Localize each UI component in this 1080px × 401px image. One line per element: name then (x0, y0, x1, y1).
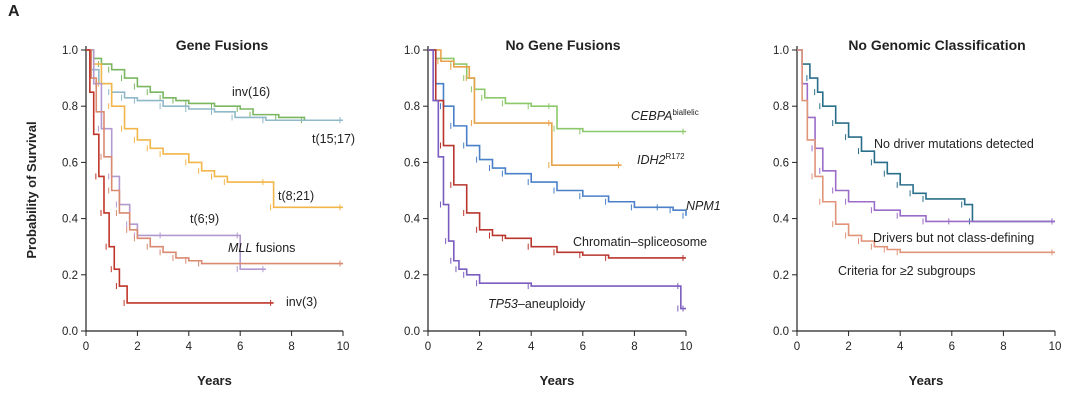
y-tick-label: 0.6 (62, 157, 78, 169)
chart-title: No Genomic Classification (848, 37, 1025, 53)
y-tick-label: 0.8 (62, 101, 78, 113)
x-tick-label: 6 (237, 341, 243, 353)
curve-label: IDH2R172 (637, 152, 685, 167)
y-tick-label: 1.0 (773, 45, 789, 57)
x-axis-label: Years (540, 373, 575, 388)
curve-label: t(15;17) (312, 132, 355, 146)
y-axis-label: Probability of Survival (24, 121, 39, 258)
curve-label: Criteria for ≥2 subgroups (838, 264, 975, 278)
x-tick-label: 4 (528, 341, 535, 353)
x-axis-label: Years (909, 373, 944, 388)
curve-label: No driver mutations detected (874, 137, 1034, 151)
x-tick-label: 10 (1049, 341, 1062, 353)
y-tick-label: 0.4 (404, 214, 421, 226)
curve-label: inv(3) (286, 295, 317, 309)
curve-label: t(8;21) (278, 189, 314, 203)
y-tick-label: 0.0 (773, 326, 789, 338)
series-line-1 (86, 49, 343, 122)
series-line-4 (428, 49, 686, 259)
chart-title: Gene Fusions (176, 37, 269, 53)
y-tick-label: 0.4 (62, 214, 79, 226)
series-line-1 (797, 49, 1055, 223)
x-axis-label: Years (197, 373, 232, 388)
series-line-5 (86, 49, 343, 265)
x-tick-label: 2 (476, 341, 482, 353)
km-panel-2: No Gene Fusions 0.0 0.2 0.4 0.6 0.8 1.0 0 2 4 6 8 10… (404, 37, 692, 388)
x-tick-label: 0 (83, 341, 89, 353)
series-line-3 (797, 49, 1055, 254)
km-panel-3: No Genomic Classification 0.0 0.2 0.4 0.6 0.8… (773, 37, 1061, 388)
x-tick-label: 4 (897, 341, 904, 353)
curve-label: t(6;9) (190, 212, 219, 226)
y-tick-label: 0.8 (773, 101, 789, 113)
series-line-6 (86, 49, 274, 304)
series-line-3 (86, 49, 343, 209)
series-line-3 (428, 49, 687, 216)
curve-label: Chromatin–spliceosome (573, 235, 707, 249)
curve-label: CEBPAbiallelic (631, 108, 699, 123)
y-tick-label: 0.0 (404, 326, 420, 338)
x-tick-label: 10 (337, 341, 350, 353)
x-tick-label: 6 (580, 341, 586, 353)
x-tick-label: 4 (186, 341, 193, 353)
series-line-2 (797, 49, 1055, 223)
y-tick-label: 0.4 (773, 214, 790, 226)
x-tick-label: 8 (1000, 341, 1006, 353)
y-tick-label: 0.0 (62, 326, 78, 338)
curve-label: NPM1 (686, 199, 721, 213)
y-tick-label: 1.0 (404, 45, 420, 57)
y-tick-label: 0.2 (404, 270, 420, 282)
y-tick-label: 0.8 (404, 101, 420, 113)
chart-title: No Gene Fusions (505, 37, 620, 53)
curve-label: TP53–aneuploidy (488, 297, 586, 311)
y-tick-label: 0.6 (404, 157, 420, 169)
panel-letter: A (8, 3, 20, 20)
km-panel-1: Gene Fusions 0.0 0.2 0.4 0.6 0.8 1.0 0 2 4 6 8 10 Yea… (62, 37, 349, 388)
x-tick-label: 8 (631, 341, 637, 353)
x-tick-label: 0 (794, 341, 800, 353)
x-tick-label: 6 (949, 341, 955, 353)
curve-label: MLL fusions (228, 241, 295, 255)
x-tick-label: 8 (288, 341, 294, 353)
series-line-2 (86, 49, 343, 122)
series-line-2 (428, 49, 622, 167)
x-tick-label: 2 (134, 341, 140, 353)
y-tick-label: 0.2 (62, 270, 78, 282)
y-tick-label: 0.2 (773, 270, 789, 282)
curve-label: inv(16) (232, 85, 270, 99)
series-line-5 (428, 49, 686, 310)
y-tick-label: 1.0 (62, 45, 78, 57)
x-tick-label: 10 (680, 341, 693, 353)
series-line-1 (428, 49, 686, 133)
x-tick-label: 0 (425, 341, 431, 353)
curve-label: Drivers but not class-defining (873, 231, 1034, 245)
y-tick-label: 0.6 (773, 157, 789, 169)
x-tick-label: 2 (845, 341, 851, 353)
series-line-4 (86, 49, 266, 270)
